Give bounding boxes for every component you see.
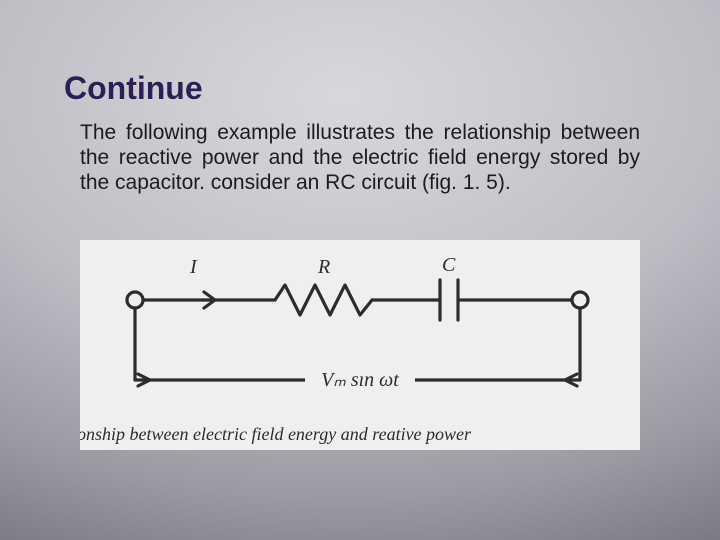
slide-title: Continue xyxy=(64,70,203,107)
label-resistor: R xyxy=(317,256,330,278)
terminal-right-top-icon xyxy=(572,292,588,308)
current-arrow-icon xyxy=(195,292,215,308)
circuit-svg: I R C Vₘ sın ωt ıonship between electric… xyxy=(80,240,640,450)
resistor-icon xyxy=(275,285,372,315)
terminal-left-top-icon xyxy=(127,292,143,308)
label-source: Vₘ sın ωt xyxy=(321,369,399,391)
circuit-figure: I R C Vₘ sın ωt ıonship between electric… xyxy=(80,240,640,450)
label-current: I xyxy=(189,256,198,278)
figure-caption-fragment: ıonship between electric field energy an… xyxy=(80,424,472,444)
slide-container: Continue The following example illustrat… xyxy=(0,0,720,540)
slide-body-text: The following example illustrates the re… xyxy=(80,120,640,196)
label-capacitor: C xyxy=(442,254,456,276)
